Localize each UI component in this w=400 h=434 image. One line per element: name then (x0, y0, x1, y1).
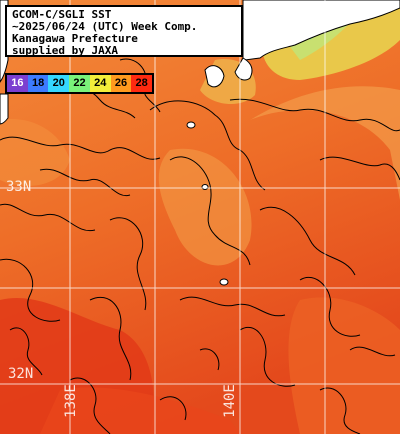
scale-cell-20: 20 (48, 75, 70, 92)
lat-label-upper: 33N (6, 179, 32, 195)
title-line-4: supplied by JAXA (12, 44, 118, 57)
title-line-3: Kanagawa Prefecture (12, 32, 138, 45)
scale-cell-18: 18 (27, 75, 49, 92)
scale-cell-28: 28 (131, 75, 153, 92)
isotherm-contours (0, 58, 400, 434)
lon-label-left: 138E (62, 384, 79, 418)
scale-cell-22: 22 (69, 75, 90, 92)
map-title-box: GCOM-C/SGLI SST ~2025/06/24 (UTC) Week C… (5, 5, 243, 57)
lon-label-right: 140E (221, 384, 238, 418)
scale-cell-24: 24 (89, 75, 111, 92)
lat-label-lower: 32N (8, 366, 34, 382)
title-line-1: GCOM-C/SGLI SST (12, 8, 112, 21)
scale-cell-16: 16 (7, 75, 28, 92)
title-line-2: ~2025/06/24 (UTC) Week Comp. (12, 20, 198, 33)
scale-cell-26: 26 (110, 75, 132, 92)
sst-patches (0, 86, 400, 434)
temperature-color-scale: 16 18 20 22 24 26 28 (5, 73, 154, 94)
